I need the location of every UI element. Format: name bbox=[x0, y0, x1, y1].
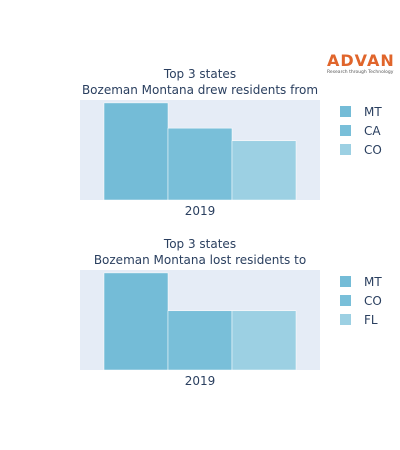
legend-swatch-fl[interactable] bbox=[340, 314, 351, 325]
logo-wordmark: ADVAN bbox=[327, 51, 395, 70]
legend-swatch-mt[interactable] bbox=[340, 276, 351, 287]
chart-lost-to: Top 3 states Bozeman Montana lost reside… bbox=[80, 237, 382, 388]
legend-label-mt[interactable]: MT bbox=[364, 275, 382, 289]
x-tick-label: 2019 bbox=[185, 374, 216, 388]
legend-swatch-mt[interactable] bbox=[340, 106, 351, 117]
bar-group bbox=[103, 102, 297, 201]
legend-label-co[interactable]: CO bbox=[364, 294, 382, 308]
legend-swatch-ca[interactable] bbox=[340, 125, 351, 136]
chart-title: Top 3 states bbox=[163, 237, 236, 251]
bar-mt bbox=[103, 102, 169, 201]
bar-group bbox=[103, 272, 297, 371]
advan-logo: ADVAN Research through Technology bbox=[327, 52, 395, 76]
bar-mt bbox=[103, 272, 169, 371]
legend-label-fl[interactable]: FL bbox=[364, 313, 378, 327]
legend-label-co[interactable]: CO bbox=[364, 143, 382, 157]
logo-tagline: Research through Technology bbox=[327, 70, 394, 75]
legend-swatch-co[interactable] bbox=[340, 295, 351, 306]
legend-label-mt[interactable]: MT bbox=[364, 105, 382, 119]
legend: MT CA CO bbox=[340, 105, 382, 157]
chart-subtitle: Bozeman Montana drew residents from bbox=[82, 83, 318, 97]
legend-swatch-co[interactable] bbox=[340, 144, 351, 155]
bar-ca bbox=[167, 127, 233, 201]
chart-panel-lost-to: Top 3 states Bozeman Montana lost reside… bbox=[0, 232, 400, 392]
bar-co bbox=[231, 140, 297, 201]
bar-fl bbox=[231, 310, 297, 371]
legend: MT CO FL bbox=[340, 275, 382, 327]
chart-panel-drew-from: Top 3 states Bozeman Montana drew reside… bbox=[0, 62, 400, 222]
bar-co bbox=[167, 310, 233, 371]
chart-drew-from: Top 3 states Bozeman Montana drew reside… bbox=[80, 67, 382, 218]
x-tick-label: 2019 bbox=[185, 204, 216, 218]
legend-label-ca[interactable]: CA bbox=[364, 124, 381, 138]
chart-subtitle: Bozeman Montana lost residents to bbox=[94, 253, 306, 267]
chart-title: Top 3 states bbox=[163, 67, 236, 81]
